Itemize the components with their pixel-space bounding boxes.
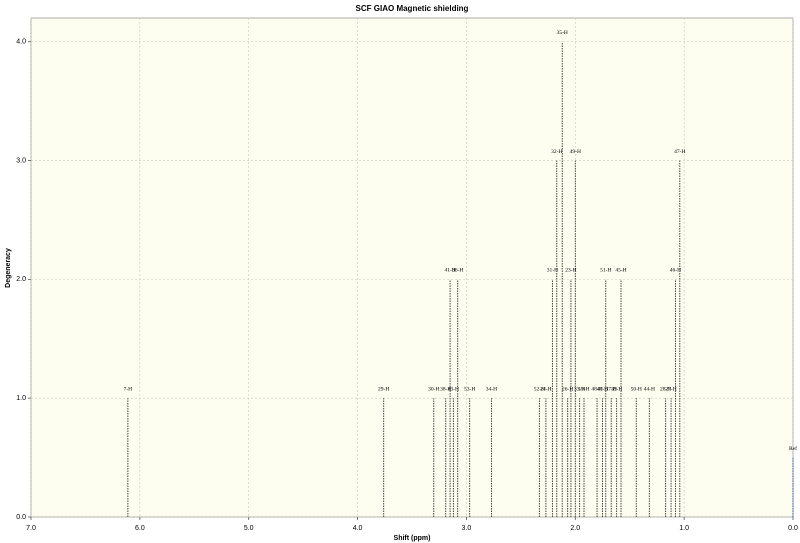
peak-label: 32-H [551,149,562,155]
peak-label: 50-H [631,386,642,392]
peak-label: 28-H [660,386,671,392]
peak-label: Ref [789,445,797,452]
x-tick-label: 3.0 [462,525,472,532]
peak-label: 48-H [591,386,602,392]
x-tick-label: 4.0 [353,525,363,532]
peak-label: 19-H [578,386,589,392]
x-tick-label: 7.0 [26,525,36,532]
peak-label: 49-H [570,149,581,155]
y-tick-label: 3.0 [16,157,26,164]
y-axis-label: Degeneracy [5,248,12,288]
y-tick-label: 4.0 [16,39,26,46]
peak-label: 23-H [565,268,576,274]
peak-label: 33-H [574,386,585,392]
x-tick-label: 6.0 [135,525,145,532]
peak-label: 35-H [557,30,568,36]
x-tick-label: 0.0 [788,525,798,532]
peak-label: 7-H [124,386,133,392]
peak-label: 41-H [444,268,455,274]
y-tick-label: 2.0 [16,276,26,283]
peak-label: 53-H [464,386,475,392]
peak-label: 52-H [534,386,545,392]
peak-label: 30-H [428,386,439,392]
peak-label: 47-H [674,149,685,155]
peak-label: 34-H [486,386,497,392]
peak-label: 38-H [440,386,451,392]
x-tick-label: 2.0 [570,525,580,532]
x-tick-label: 1.0 [679,525,689,532]
peak-label: 24-H [540,386,551,392]
peak-label: 45-H [615,268,626,274]
chart-title: SCF GIAO Magnetic shielding [356,4,469,13]
peak-label: 29-H [378,386,389,392]
peak-label: 44-H [644,386,655,392]
y-tick-label: 0.0 [16,514,26,521]
y-tick-label: 1.0 [16,395,26,402]
peak-label: 37-H [606,386,617,392]
x-axis-label: Shift (ppm) [394,535,431,542]
peak-label: 51-H [600,268,611,274]
peak-label: 43-H [448,386,459,392]
peak-label: 40-H [597,386,608,392]
peak-label: 36-H [452,268,463,274]
peak-label: 46-H [670,268,681,274]
peak-label: 26-H [562,386,573,392]
x-tick-label: 5.0 [244,525,254,532]
peak-label: 27-H [665,386,676,392]
peak-label: 39-H [611,386,622,392]
peak-label: 31-H [547,268,558,274]
